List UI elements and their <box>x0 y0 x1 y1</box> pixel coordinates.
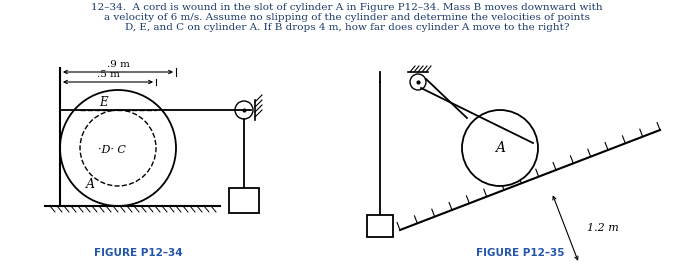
Text: .9 m: .9 m <box>107 60 130 69</box>
Circle shape <box>462 110 538 186</box>
Text: FIGURE P12–35: FIGURE P12–35 <box>476 248 564 258</box>
Text: 1.2 m: 1.2 m <box>587 223 619 233</box>
Text: ·D· C: ·D· C <box>98 145 126 155</box>
Bar <box>367 215 393 237</box>
Text: E: E <box>99 96 108 109</box>
Text: B: B <box>375 219 384 233</box>
Text: 12–34.  A cord is wound in the slot of cylinder A in Figure P12–34. Mass B moves: 12–34. A cord is wound in the slot of cy… <box>91 3 603 12</box>
Text: .5 m: .5 m <box>96 70 119 79</box>
Text: FIGURE P12–34: FIGURE P12–34 <box>94 248 183 258</box>
Text: B: B <box>239 194 248 207</box>
Text: D, E, and C on cylinder A. If B drops 4 m, how far does cylinder A move to the r: D, E, and C on cylinder A. If B drops 4 … <box>125 23 569 32</box>
Text: a velocity of 6 m/s. Assume no slipping of the cylinder and determine the veloci: a velocity of 6 m/s. Assume no slipping … <box>104 13 590 22</box>
Bar <box>229 188 259 213</box>
Text: A: A <box>495 141 505 155</box>
Text: A: A <box>85 177 94 191</box>
